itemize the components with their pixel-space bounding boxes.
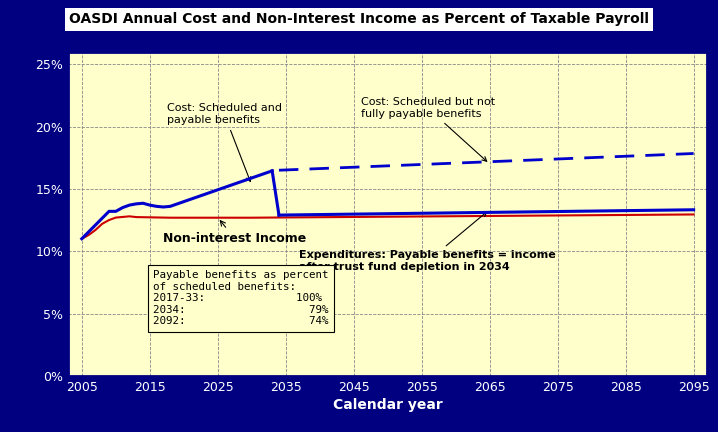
Text: Non-interest Income: Non-interest Income: [164, 221, 307, 245]
Text: Cost: Scheduled but not
fully payable benefits: Cost: Scheduled but not fully payable be…: [360, 97, 495, 161]
Text: OASDI Annual Cost and Non-Interest Income as Percent of Taxable Payroll: OASDI Annual Cost and Non-Interest Incom…: [69, 13, 649, 26]
Text: Cost: Scheduled and
payable benefits: Cost: Scheduled and payable benefits: [167, 103, 281, 181]
Text: Expenditures: Payable benefits = income
after trust fund depletion in 2034: Expenditures: Payable benefits = income …: [299, 212, 556, 272]
X-axis label: Calendar year: Calendar year: [333, 398, 442, 412]
Text: Payable benefits as percent
of scheduled benefits:
2017-33:              100%
20: Payable benefits as percent of scheduled…: [153, 270, 329, 326]
